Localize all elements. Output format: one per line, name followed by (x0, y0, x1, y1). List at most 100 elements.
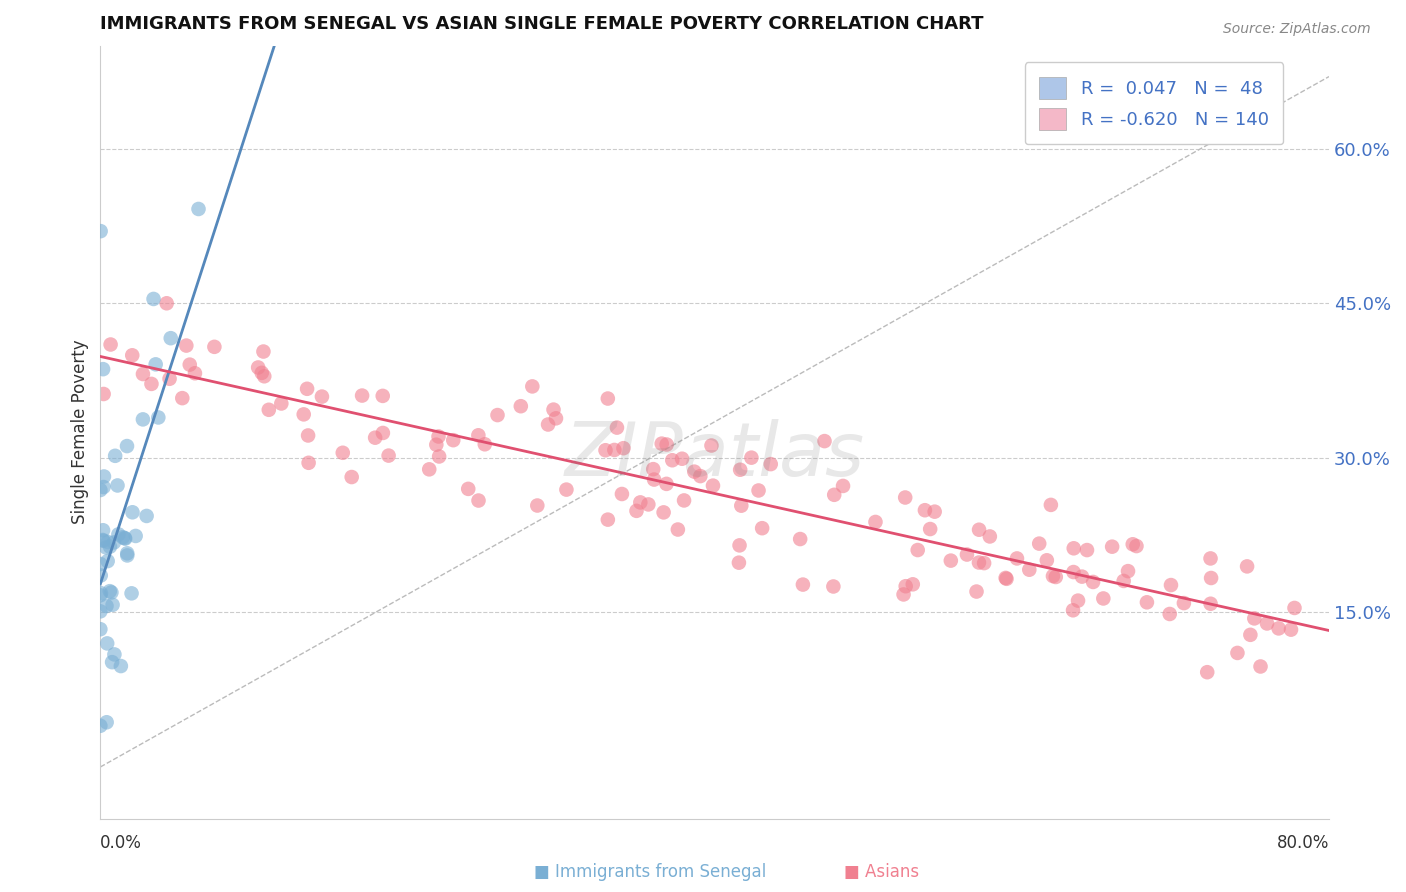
Point (966, 584, 988, 599)
Point (1005, 551, 1028, 566)
Y-axis label: Single Female Poverty: Single Female Poverty (72, 340, 89, 524)
Point (1063, 565, 1085, 579)
Point (93, 469, 115, 483)
Point (156, 296, 179, 310)
Point (184, 366, 207, 380)
Point (995, 572, 1018, 586)
Point (93, 533, 115, 548)
Point (865, 515, 887, 529)
Text: 0.0%: 0.0% (100, 834, 142, 852)
Point (110, 659, 132, 673)
Point (297, 456, 319, 470)
Point (1081, 574, 1104, 589)
Point (101, 655, 124, 669)
Point (1071, 569, 1094, 583)
Point (1062, 603, 1084, 617)
Point (555, 483, 578, 497)
Point (832, 479, 855, 493)
Point (89, 719, 111, 733)
Point (340, 470, 363, 484)
Point (683, 465, 706, 479)
Point (606, 420, 628, 434)
Point (1199, 551, 1222, 566)
Point (91, 533, 114, 547)
Point (159, 372, 181, 386)
Point (96, 715, 118, 730)
Text: ■ Immigrants from Senegal: ■ Immigrants from Senegal (534, 863, 766, 881)
Point (377, 449, 399, 463)
Point (371, 389, 394, 403)
Point (141, 376, 163, 391)
Point (673, 493, 696, 508)
Point (610, 487, 633, 501)
Point (98, 540, 121, 554)
Point (537, 417, 560, 432)
Point (1160, 578, 1182, 592)
Point (956, 548, 979, 562)
Point (973, 556, 995, 570)
Point (967, 523, 990, 537)
Point (94, 541, 117, 555)
Point (292, 408, 315, 422)
Point (1136, 595, 1159, 609)
Point (1036, 553, 1059, 567)
Point (332, 446, 354, 460)
Point (626, 504, 648, 518)
Point (1197, 665, 1219, 680)
Text: ZIPatlas: ZIPatlas (565, 419, 865, 491)
Point (425, 438, 447, 452)
Point (544, 411, 567, 425)
Point (894, 491, 917, 505)
Point (728, 538, 751, 552)
Point (730, 499, 752, 513)
Point (427, 450, 450, 464)
Point (666, 523, 689, 537)
Point (603, 442, 626, 457)
Point (643, 473, 665, 487)
Point (1173, 596, 1195, 610)
Point (1243, 611, 1265, 625)
Point (89, 588, 111, 602)
Legend: R =  0.047   N =  48, R = -0.620   N = 140: R = 0.047 N = 48, R = -0.620 N = 140 (1025, 62, 1284, 145)
Point (1092, 591, 1115, 606)
Point (813, 434, 835, 449)
Point (914, 503, 936, 517)
Point (474, 437, 496, 451)
Point (172, 391, 194, 405)
Point (100, 585, 122, 599)
Point (748, 483, 770, 498)
Point (792, 577, 814, 591)
Point (1076, 543, 1098, 558)
Point (702, 478, 724, 492)
Point (1039, 498, 1062, 512)
Point (104, 449, 127, 463)
Point (100, 337, 122, 351)
Point (90, 568, 112, 582)
Point (1018, 563, 1040, 577)
Point (250, 366, 273, 380)
Point (1284, 601, 1306, 615)
Point (823, 579, 845, 593)
Point (89, 604, 111, 618)
Point (1045, 570, 1067, 584)
Point (1112, 574, 1135, 588)
Point (907, 543, 929, 558)
Point (1226, 646, 1249, 660)
Point (759, 457, 782, 471)
Point (1122, 537, 1144, 551)
Point (637, 497, 659, 511)
Point (1116, 564, 1139, 578)
Point (103, 535, 125, 549)
Point (132, 367, 155, 381)
Point (823, 488, 845, 502)
Point (740, 450, 762, 465)
Text: 80.0%: 80.0% (1277, 834, 1329, 852)
Point (90, 586, 112, 600)
Point (457, 482, 479, 496)
Point (371, 425, 394, 440)
Point (142, 292, 165, 306)
Point (89, 483, 111, 497)
Point (96, 636, 118, 650)
Point (1042, 569, 1064, 583)
Point (117, 549, 139, 563)
